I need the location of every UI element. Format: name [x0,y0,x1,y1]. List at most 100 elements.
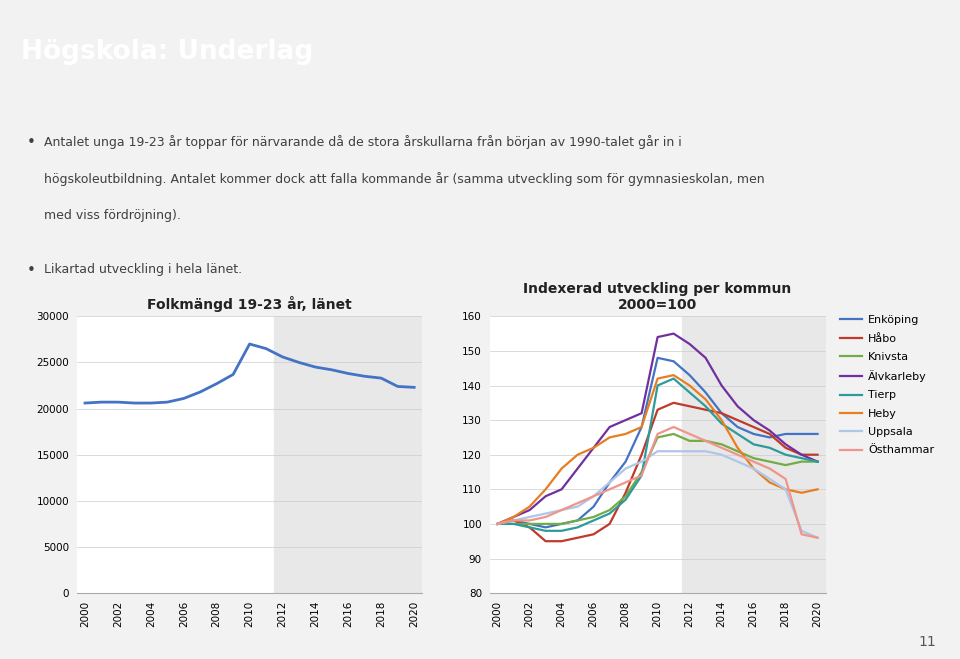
Uppsala [556,506,567,514]
Uppsala [492,520,503,528]
Heby [620,430,632,438]
Älvkarleby [508,513,519,521]
Östhammar [700,437,711,445]
Title: Indexerad utveckling per kommun
2000=100: Indexerad utveckling per kommun 2000=100 [523,282,792,312]
Uppsala [652,447,663,455]
Uppsala [668,447,680,455]
Tierp [508,520,519,528]
Knivsta [700,437,711,445]
Uppsala [812,534,824,542]
Tierp [620,496,632,503]
Tierp [668,374,680,382]
Enköping [668,357,680,365]
Östhammar [652,430,663,438]
Östhammar [668,423,680,431]
Enköping [652,354,663,362]
Enköping [716,409,728,417]
Östhammar [492,520,503,528]
Heby [588,444,599,452]
Knivsta [812,457,824,465]
Älvkarleby [492,520,503,528]
Älvkarleby [716,382,728,389]
Älvkarleby [524,506,536,514]
Uppsala [748,465,759,473]
Östhammar [524,517,536,525]
Håbo [492,520,503,528]
Knivsta [492,520,503,528]
Heby [604,434,615,442]
Tierp [588,517,599,525]
Heby [556,465,567,473]
Enköping [780,430,791,438]
Älvkarleby [764,426,776,434]
Älvkarleby [604,423,615,431]
Håbo [652,406,663,414]
Uppsala [716,451,728,459]
Tierp [540,527,551,535]
Knivsta [764,457,776,465]
Heby [636,423,647,431]
Håbo [700,406,711,414]
Knivsta [620,492,632,500]
Älvkarleby [620,416,632,424]
Text: •: • [27,134,36,150]
Älvkarleby [684,340,695,348]
Enköping [748,430,759,438]
Knivsta [668,430,680,438]
Östhammar [748,457,759,465]
Uppsala [540,509,551,517]
Uppsala [732,457,743,465]
Heby [780,485,791,493]
Östhammar [812,534,824,542]
Text: Likartad utveckling i hela länet.: Likartad utveckling i hela länet. [44,263,242,276]
Enköping [620,457,632,465]
Heby [668,371,680,379]
Älvkarleby [652,333,663,341]
Håbo [812,451,824,459]
Heby [524,503,536,511]
Uppsala [604,478,615,486]
Tierp [716,420,728,428]
Håbo [748,423,759,431]
Älvkarleby [796,451,807,459]
Uppsala [508,517,519,525]
Håbo [636,451,647,459]
Line: Knivsta: Knivsta [497,434,818,524]
Knivsta [684,437,695,445]
Enköping [684,371,695,379]
Uppsala [796,527,807,535]
Håbo [556,537,567,545]
Uppsala [620,465,632,473]
Text: 11: 11 [919,635,936,649]
Tierp [780,451,791,459]
Östhammar [780,475,791,483]
Heby [796,489,807,497]
Heby [748,465,759,473]
Håbo [796,451,807,459]
Östhammar [556,506,567,514]
Enköping [524,520,536,528]
Håbo [716,409,728,417]
Enköping [492,520,503,528]
Östhammar [604,485,615,493]
Knivsta [780,461,791,469]
Östhammar [636,472,647,480]
Tierp [492,520,503,528]
Line: Håbo: Håbo [497,403,818,541]
Line: Östhammar: Östhammar [497,427,818,538]
Tierp [732,430,743,438]
Heby [652,374,663,382]
Uppsala [588,492,599,500]
Östhammar [716,444,728,452]
Älvkarleby [700,354,711,362]
Enköping [812,430,824,438]
Älvkarleby [556,485,567,493]
Östhammar [732,451,743,459]
Älvkarleby [748,416,759,424]
Östhammar [684,430,695,438]
Uppsala [524,513,536,521]
Knivsta [572,517,584,525]
Enköping [636,423,647,431]
Heby [716,416,728,424]
Håbo [764,430,776,438]
